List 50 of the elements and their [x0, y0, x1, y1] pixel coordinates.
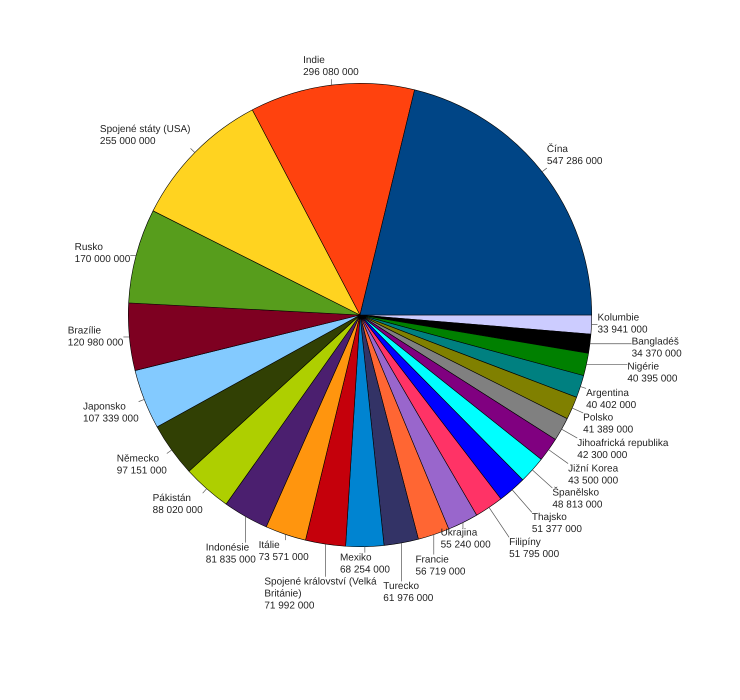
- slice-label: Itálie: [258, 540, 280, 551]
- data-label: 51 377 000: [532, 524, 582, 536]
- data-label: 42 300 000: [577, 450, 628, 461]
- data-label: 107 339 000: [83, 413, 140, 424]
- slice-label: Kolumbie: [597, 312, 640, 324]
- slice-label: Mexiko: [340, 552, 372, 564]
- data-label: 97 151 000: [116, 465, 168, 476]
- slice-label: Filipíny: [509, 537, 541, 548]
- data-label: 547 286 000: [546, 156, 603, 167]
- data-label: 296 080 000: [303, 66, 360, 78]
- slice-label: Thajsko: [532, 512, 568, 524]
- slice-label: Indie: [303, 54, 326, 66]
- slice-label: Spojené státy (USA): [100, 124, 191, 136]
- data-label: 41 389 000: [583, 424, 634, 436]
- slice-label: Nigérie: [627, 361, 660, 372]
- slice-label: Čína: [546, 142, 568, 155]
- data-label: 48 813 000: [552, 500, 603, 511]
- data-label: 34 370 000: [632, 348, 682, 360]
- data-label: 40 402 000: [586, 400, 637, 412]
- data-label: 68 254 000: [340, 564, 390, 576]
- slice-label: Jihoafrická republika: [577, 438, 669, 449]
- slice-label: Pákistán: [152, 492, 191, 504]
- slice-label: Španělsko: [552, 486, 600, 499]
- slice-label: Spojené království (Velká Británie): [264, 576, 378, 600]
- slice-label: Argentina: [586, 388, 630, 400]
- data-label: 71 992 000: [264, 600, 315, 612]
- data-label: 40 395 000: [627, 373, 678, 384]
- slice-label: Jižní Korea: [568, 463, 619, 474]
- data-label: 55 240 000: [440, 540, 492, 551]
- slice-label: Polsko: [583, 412, 614, 424]
- data-label: 33 941 000: [597, 324, 648, 336]
- data-label: 43 500 000: [568, 475, 619, 486]
- slice-label: Rusko: [74, 242, 104, 253]
- data-label: 170 000 000: [74, 254, 131, 265]
- data-label: 56 719 000: [415, 566, 466, 578]
- data-label: 255 000 000: [100, 136, 156, 148]
- slice-label: Německo: [116, 453, 160, 464]
- slice-label: Brazílie: [68, 325, 102, 336]
- slice-label: Francie: [415, 554, 450, 566]
- data-label: 120 980 000: [68, 337, 124, 348]
- slice-label: Bangladéš: [632, 336, 679, 348]
- data-label: 51 795 000: [509, 549, 560, 560]
- slice-label: Japonsko: [83, 401, 126, 412]
- slice-label: Indonésie: [206, 542, 250, 554]
- data-label: 81 835 000: [206, 554, 256, 566]
- slice-label: Ukrajina: [440, 528, 478, 539]
- slice-label: Turecko: [383, 581, 420, 592]
- data-label: 73 571 000: [258, 552, 310, 563]
- data-label: 88 020 000: [152, 504, 204, 516]
- data-label: 61 976 000: [383, 593, 434, 604]
